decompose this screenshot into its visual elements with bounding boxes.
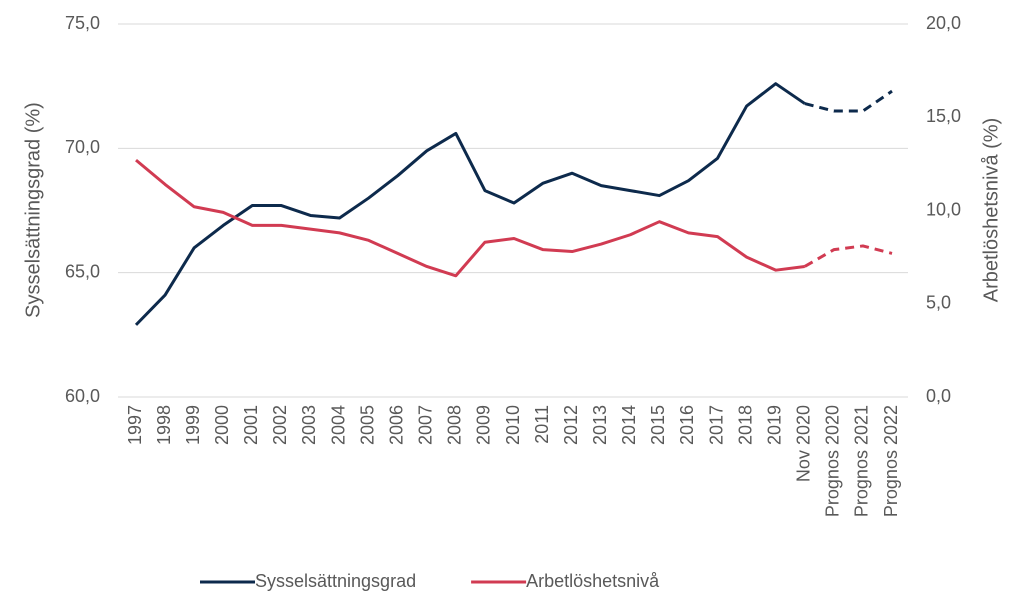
- x-tick-label: 2001: [241, 405, 261, 445]
- x-tick-label: 2004: [328, 405, 348, 445]
- x-tick-label: 2006: [386, 405, 406, 445]
- legend-label: Sysselsättningsgrad: [255, 571, 416, 591]
- x-tick-label: 2015: [648, 405, 668, 445]
- x-tick-label: 2011: [532, 405, 552, 444]
- y-tick-label: 60,0: [65, 386, 100, 406]
- y2-tick-label: 10,0: [926, 199, 961, 219]
- legend-label: Arbetlöshetsnivå: [526, 571, 660, 591]
- x-tick-label: 2014: [619, 405, 639, 445]
- x-tick-label: 2019: [764, 405, 784, 445]
- x-tick-label: 2013: [590, 405, 610, 445]
- series-line: [135, 158, 805, 278]
- x-tick-label: 1999: [183, 405, 203, 445]
- x-tick-label: 2010: [503, 405, 523, 445]
- x-tick-label: 2000: [212, 405, 232, 445]
- y-tick-label: 75,0: [65, 13, 100, 33]
- y-tick-label: 70,0: [65, 137, 100, 157]
- y2-tick-label: 0,0: [926, 386, 951, 406]
- y-axis-label: Sysselsättningsgrad (%): [22, 102, 44, 318]
- series-line: [134, 82, 806, 326]
- x-tick-label: 2008: [445, 405, 465, 445]
- y-tick-label: 65,0: [65, 261, 100, 281]
- x-tick-label: 2003: [299, 405, 319, 445]
- forecast-line: [804, 244, 893, 268]
- x-tick-label: 1998: [154, 405, 174, 445]
- x-tick-label: 2005: [357, 405, 377, 445]
- y2-axis-label: Arbetlöshetsnivå (%): [980, 118, 1002, 303]
- x-tick-label: 2018: [735, 405, 755, 445]
- x-tick-label: Prognos 2020: [823, 405, 843, 517]
- x-tick-label: 2002: [270, 405, 290, 445]
- x-tick-label: Nov 2020: [794, 405, 814, 482]
- x-tick-label: 2016: [677, 405, 697, 445]
- x-tick-label: 2007: [416, 405, 436, 445]
- y2-tick-label: 15,0: [926, 106, 961, 126]
- y2-tick-label: 20,0: [926, 13, 961, 33]
- x-tick-label: 2017: [706, 405, 726, 445]
- forecast-line: [804, 89, 893, 113]
- x-tick-label: 2012: [561, 405, 581, 445]
- x-tick-label: Prognos 2021: [852, 405, 872, 517]
- x-tick-label: Prognos 2022: [881, 405, 901, 517]
- y2-tick-label: 5,0: [926, 293, 951, 313]
- x-tick-label: 2009: [474, 405, 494, 445]
- x-tick-label: 1997: [125, 405, 145, 445]
